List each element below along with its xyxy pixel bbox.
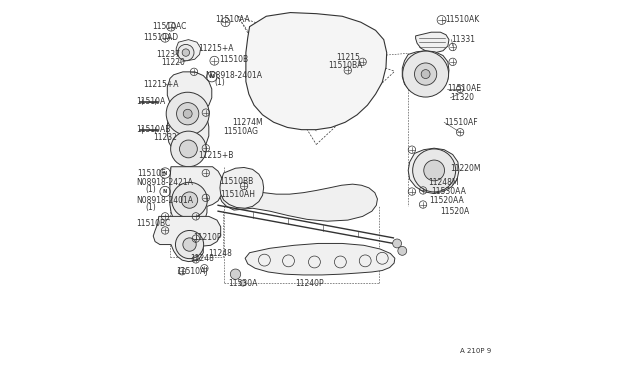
Text: 11510A: 11510A [136,97,166,106]
Text: 11530A: 11530A [228,279,257,288]
Polygon shape [176,39,201,61]
Text: 11510BB: 11510BB [219,177,253,186]
Text: 11510AB: 11510AB [136,125,171,134]
Text: N: N [210,74,214,79]
Text: N: N [163,170,167,176]
Text: 11215+A: 11215+A [143,80,179,89]
Text: (1): (1) [146,185,157,194]
Circle shape [181,192,198,208]
Text: 11510AD: 11510AD [143,33,178,42]
Polygon shape [170,167,223,229]
Text: 11510AJ: 11510AJ [176,267,208,276]
Text: N08918-2421A: N08918-2421A [136,178,193,187]
Text: 11215+B: 11215+B [198,151,234,160]
Text: 11510AF: 11510AF [444,118,478,127]
Text: 11510BA: 11510BA [328,61,362,70]
Circle shape [403,51,449,97]
Polygon shape [403,51,449,95]
Circle shape [172,182,207,218]
Circle shape [392,239,401,248]
Circle shape [178,44,194,61]
Text: 11510AA: 11510AA [216,16,250,25]
Text: N: N [163,189,167,194]
Circle shape [180,140,197,158]
Circle shape [230,269,241,279]
Text: 11510AG: 11510AG [223,126,259,136]
Circle shape [177,103,199,125]
Text: 11215+A: 11215+A [198,44,234,52]
Circle shape [182,49,189,56]
Text: 11510E: 11510E [138,169,166,177]
Polygon shape [219,183,378,221]
Circle shape [415,63,436,85]
Text: 11510B: 11510B [219,55,248,64]
Text: 11274M: 11274M [232,118,262,127]
Text: 11331: 11331 [452,35,476,44]
Circle shape [171,131,206,167]
Circle shape [421,70,430,78]
Text: 11520AA: 11520AA [429,196,464,205]
Polygon shape [167,72,212,155]
Polygon shape [246,13,387,130]
Text: 11210P: 11210P [193,232,221,242]
Text: (1): (1) [214,78,225,87]
Text: 11510AK: 11510AK [445,16,479,25]
Polygon shape [245,243,395,275]
Text: N08918-2401A: N08918-2401A [205,71,262,80]
Text: 11248: 11248 [190,254,214,263]
Text: 11215: 11215 [337,52,360,61]
Text: 11510AH: 11510AH [220,190,255,199]
Text: 11220: 11220 [161,58,185,67]
Text: 11248: 11248 [208,249,232,258]
Circle shape [398,246,407,255]
Circle shape [424,160,445,181]
Text: 11520A: 11520A [440,207,470,216]
Text: (1): (1) [146,203,157,212]
Circle shape [183,109,192,118]
Text: N08918-2401A: N08918-2401A [136,196,193,205]
Text: 11510BC: 11510BC [136,219,171,228]
Text: 11220M: 11220M [451,164,481,173]
Text: 11240P: 11240P [295,279,323,288]
Polygon shape [220,167,264,208]
Text: 11232: 11232 [153,132,177,142]
Text: 11320: 11320 [451,93,474,102]
Polygon shape [415,32,449,52]
Circle shape [240,280,246,286]
Polygon shape [153,217,221,262]
Text: 11510AC: 11510AC [152,22,187,31]
Polygon shape [408,148,459,193]
Circle shape [166,92,209,135]
Circle shape [183,238,196,251]
Circle shape [175,231,204,259]
Text: 11510AE: 11510AE [447,84,481,93]
Text: A 210P 9: A 210P 9 [460,348,492,354]
Text: 11248M: 11248M [428,178,459,187]
Text: 11237: 11237 [156,50,180,59]
Text: 11530AA: 11530AA [431,187,466,196]
Circle shape [413,149,456,192]
